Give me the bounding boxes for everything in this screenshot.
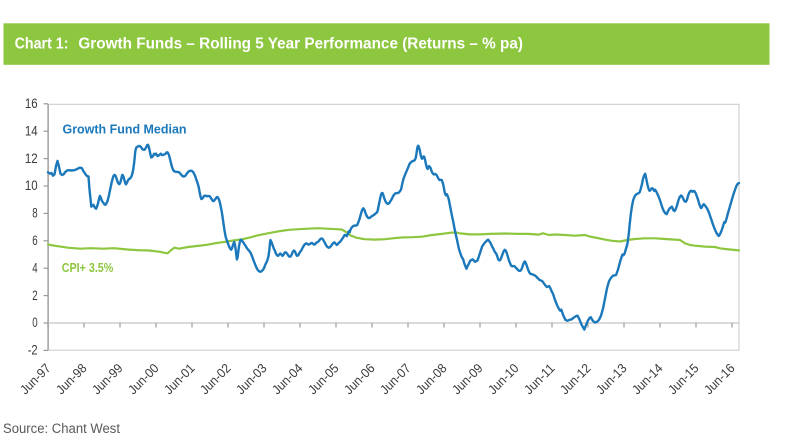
- svg-text:Jun-99: Jun-99: [89, 361, 126, 398]
- svg-text:Jun-14: Jun-14: [629, 361, 666, 398]
- svg-text:Jun-97: Jun-97: [17, 361, 54, 398]
- svg-text:Chart 1:: Chart 1:: [15, 36, 69, 53]
- svg-text:CPI+ 3.5%: CPI+ 3.5%: [62, 260, 114, 275]
- svg-text:Jun-02: Jun-02: [197, 361, 234, 398]
- svg-text:Jun-01: Jun-01: [161, 361, 198, 398]
- svg-text:Jun-05: Jun-05: [305, 361, 342, 398]
- svg-text:Jun-07: Jun-07: [377, 361, 414, 398]
- svg-text:Jun-10: Jun-10: [485, 361, 522, 398]
- svg-text:Jun-03: Jun-03: [233, 361, 270, 398]
- svg-text:Growth Funds – Rolling 5 Year: Growth Funds – Rolling 5 Year Performanc…: [78, 36, 523, 53]
- svg-text:2: 2: [32, 287, 38, 303]
- svg-text:Growth Fund Median: Growth Fund Median: [63, 122, 187, 137]
- svg-text:Jun-12: Jun-12: [557, 361, 594, 398]
- svg-text:Jun-16: Jun-16: [701, 361, 738, 398]
- svg-text:4: 4: [32, 259, 38, 275]
- svg-text:Source: Chant West: Source: Chant West: [3, 421, 120, 436]
- svg-text:12: 12: [25, 150, 38, 166]
- svg-text:Jun-09: Jun-09: [449, 361, 486, 398]
- svg-text:-2: -2: [28, 342, 38, 358]
- svg-text:Jun-15: Jun-15: [665, 361, 702, 398]
- svg-text:0: 0: [32, 314, 38, 330]
- svg-text:Jun-11: Jun-11: [521, 361, 558, 398]
- svg-text:Jun-13: Jun-13: [593, 361, 630, 398]
- svg-text:Jun-06: Jun-06: [341, 361, 378, 398]
- svg-text:10: 10: [25, 177, 38, 193]
- svg-text:16: 16: [25, 95, 38, 111]
- svg-text:Jun-08: Jun-08: [413, 361, 450, 398]
- svg-text:14: 14: [25, 122, 38, 138]
- svg-text:8: 8: [32, 205, 38, 221]
- svg-text:Jun-04: Jun-04: [269, 361, 306, 398]
- svg-text:Jun-98: Jun-98: [53, 361, 90, 398]
- svg-text:6: 6: [32, 232, 38, 248]
- svg-text:Jun-00: Jun-00: [125, 361, 162, 398]
